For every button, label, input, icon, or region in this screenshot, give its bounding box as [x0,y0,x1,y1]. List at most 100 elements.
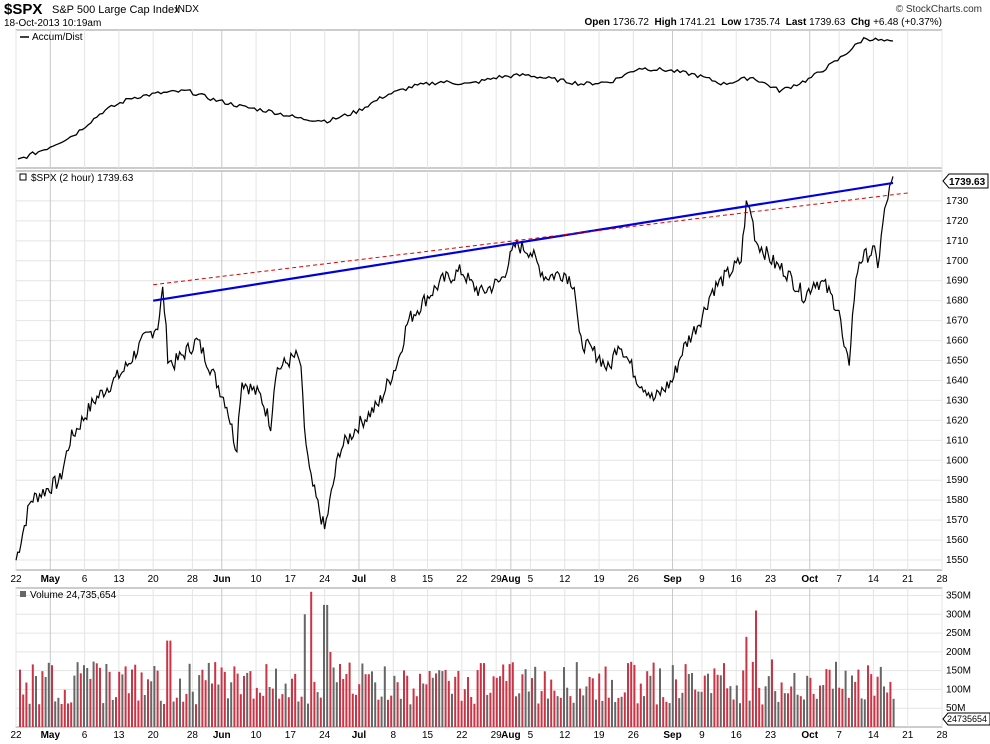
volume-bar [719,675,722,727]
price-tick-label: 1690 [946,276,969,287]
price-x-tick-label: 13 [113,574,125,585]
volume-bar [108,671,111,727]
volume-bar [835,661,837,727]
volume-bar [92,661,95,727]
volume-x-tick-label: 13 [113,730,125,741]
volume-bar [444,669,447,727]
volume-bar [831,688,834,727]
volume-bar [198,675,201,727]
volume-bar [569,696,572,727]
volume-bar [582,695,585,727]
price-tick-label: 1700 [946,256,969,267]
volume-x-tick-label: 10 [251,730,263,741]
volume-tick-label: 100M [946,684,971,695]
price-x-tick-label: 29 [491,574,503,585]
volume-bar [271,688,274,727]
chart-datetime: 18-Oct-2013 10:19am [4,18,102,29]
volume-bar [191,691,194,727]
price-x-tick-label: 5 [528,574,534,585]
volume-bar [172,701,175,727]
volume-bar [627,663,629,727]
volume-bar [620,696,623,727]
volume-bar [47,662,50,727]
accum-dist-line [17,36,894,160]
price-x-tick-label: Sep [663,574,681,585]
volume-bar [179,678,181,727]
price-tick-label: 1580 [946,495,969,506]
volume-bar [652,662,655,727]
volume-bar [28,703,31,727]
volume-bar [847,697,850,727]
volume-bar [556,696,559,727]
low-label: Low [721,17,742,28]
price-x-tick-label: 7 [836,574,842,585]
volume-x-tick-label: 15 [422,730,434,741]
accum-dist-layer [17,36,894,160]
volume-bar [572,702,575,727]
volume-bar [249,671,252,727]
price-x-tick-label: Oct [801,574,818,585]
volume-bar [889,681,892,727]
volume-bar [751,661,754,727]
price-tick-label: 1610 [946,435,969,446]
volume-bar [803,699,805,727]
volume-bar [284,683,287,727]
volume-bar [806,675,809,727]
price-x-tick-label: 26 [628,574,640,585]
volume-bar [406,675,409,727]
volume-bar [851,675,853,727]
brand-label[interactable]: © StockCharts.com [895,4,982,15]
volume-bar [726,688,729,727]
trendline-channel [153,192,908,286]
volume-bar [246,672,249,727]
symbol-title: $SPX [4,1,43,18]
price-tick-label: 1710 [946,236,969,247]
volume-bar [63,689,66,727]
volume-bar [118,671,121,727]
volume-bar [508,664,511,727]
volume-bar [22,694,25,727]
volume-bar [585,686,588,727]
volume-bar [268,687,271,727]
volume-bar [297,701,300,727]
last-value: 1739.63 [809,17,846,28]
volume-bar [278,698,281,727]
volume-bar [307,703,309,727]
volume-bar [153,666,156,727]
high-label: High [654,17,677,28]
price-x-tick-label: 14 [868,574,880,585]
volume-bar [300,696,303,727]
volume-bar [543,671,546,727]
volume-bar [524,669,527,727]
ohlc-readout: Open 1736.72 High 1741.21 Low 1735.74 La… [584,17,942,28]
volume-tick-label: 50M [946,703,965,714]
volume-bar [166,640,169,727]
volume-bar [844,670,847,727]
price-tick-label: 1640 [946,375,969,386]
volume-tick-label: 250M [946,628,971,639]
volume-bar [838,687,841,727]
volume-bar [73,675,76,727]
volume-bar [79,673,82,727]
volume-bar [390,695,393,727]
last-volume-tag [942,712,990,726]
volume-x-tick-label: 9 [699,730,705,741]
volume-bar [812,693,815,727]
volume-bar [553,690,556,727]
volume-tick-label: 300M [946,609,971,620]
volume-bar [207,662,210,727]
volume-bar [83,665,85,727]
price-x-tick-label: 12 [559,574,571,585]
volume-bar [598,673,601,727]
price-x-tick-label: 20 [148,574,160,585]
accum-panel [15,29,943,169]
volume-bar [419,673,421,727]
volume-bar [790,686,793,727]
volume-bar [396,682,399,727]
volume-bar [25,682,28,727]
volume-bar [147,679,149,727]
volume-bar [595,699,597,727]
volume-bar [332,667,335,727]
volume-bar [143,695,146,727]
